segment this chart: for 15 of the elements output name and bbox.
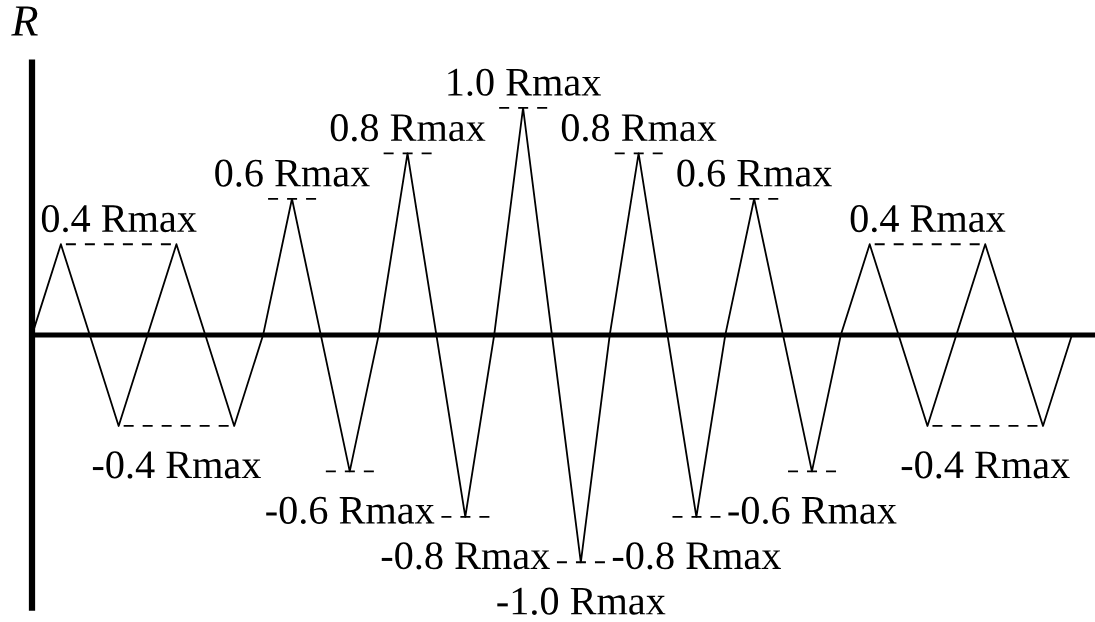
data-label: 0.4 Rmax <box>41 204 197 233</box>
y-axis-title: R <box>11 6 38 36</box>
data-label: -0.8 Rmax <box>612 542 781 570</box>
data-label: -1.0 Rmax <box>497 587 666 615</box>
data-label: 0.6 Rmax <box>215 159 370 187</box>
data-label: -0.6 Rmax <box>266 496 435 525</box>
data-label: -0.8 Rmax <box>381 542 550 570</box>
data-label: 0.8 Rmax <box>561 114 717 142</box>
data-label: 0.8 Rmax <box>330 114 486 142</box>
data-label: -0.4 Rmax <box>901 451 1070 479</box>
data-label: 0.6 Rmax <box>677 159 832 187</box>
data-label: -0.6 Rmax <box>728 496 897 525</box>
data-label: 0.4 Rmax <box>850 204 1006 233</box>
data-label: -0.4 Rmax <box>92 451 261 479</box>
data-label: 1.0 Rmax <box>448 68 601 97</box>
